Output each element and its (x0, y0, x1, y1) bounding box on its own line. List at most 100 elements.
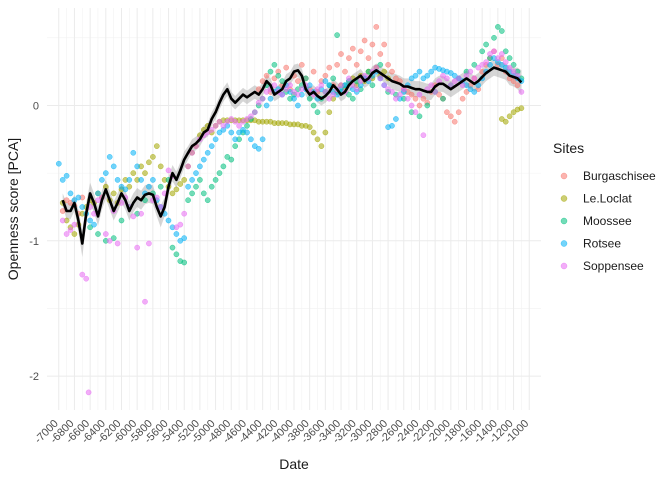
data-point (122, 186, 129, 193)
data-point (389, 89, 395, 95)
data-point (287, 82, 293, 89)
data-point (110, 235, 117, 241)
data-point (310, 102, 317, 109)
data-point (322, 78, 329, 84)
data-point (459, 95, 466, 102)
data-point (416, 102, 423, 109)
data-point (216, 129, 223, 136)
data-point (177, 221, 184, 228)
data-point (240, 126, 246, 133)
data-point (346, 75, 352, 82)
data-point (197, 163, 203, 170)
legend-label: Le.Loclat (583, 192, 632, 206)
data-point (169, 190, 176, 197)
data-point (118, 183, 125, 190)
trend-line-group (61, 66, 523, 245)
legend-swatch (560, 195, 568, 202)
data-point (236, 122, 242, 129)
data-point (295, 78, 301, 84)
data-point (455, 75, 462, 82)
y-tick-label: 0 (33, 100, 39, 112)
data-point (232, 118, 239, 125)
data-point (306, 124, 313, 130)
data-point (146, 183, 152, 190)
legend-swatch (560, 217, 568, 225)
data-point (283, 64, 290, 71)
data-point (271, 61, 278, 68)
data-point (165, 167, 172, 174)
data-point (146, 240, 152, 247)
data-point (393, 95, 399, 102)
data-point (314, 109, 321, 116)
data-point (204, 149, 211, 156)
data-point (130, 213, 137, 220)
data-point (404, 95, 411, 102)
data-point (298, 61, 305, 68)
data-point (346, 91, 352, 98)
data-point (447, 70, 454, 76)
data-point (244, 129, 250, 136)
data-point (467, 68, 474, 75)
data-point (142, 170, 148, 176)
data-point (126, 177, 133, 183)
data-point (295, 91, 301, 98)
data-point (181, 235, 188, 241)
data-point (181, 259, 188, 266)
data-point (138, 210, 144, 217)
data-point (200, 190, 207, 197)
legend-item: Soppensee (560, 259, 644, 273)
data-point (298, 86, 305, 93)
data-point (173, 186, 180, 193)
y-axis-title: Openness score [PCA] (5, 138, 21, 280)
data-point (471, 89, 478, 95)
data-point (83, 275, 90, 282)
data-point (491, 48, 497, 55)
data-point (314, 136, 321, 143)
data-point (204, 197, 211, 204)
data-point (106, 154, 113, 160)
data-point (200, 156, 207, 163)
data-point (275, 72, 282, 79)
data-point (412, 72, 419, 79)
data-point (189, 190, 195, 197)
data-point (110, 163, 117, 170)
legend-swatch (560, 240, 568, 247)
data-point (349, 45, 356, 52)
legend: Sites Burgaschisee Le.Loclat Moossee Rotsee… (553, 140, 656, 273)
data-point (251, 143, 258, 149)
data-point (59, 208, 66, 214)
data-point (338, 51, 344, 57)
data-point (134, 163, 141, 170)
data-point (177, 237, 184, 244)
data-point (342, 68, 348, 75)
data-point (385, 61, 391, 68)
data-point (259, 95, 266, 102)
data-point (518, 105, 525, 112)
data-point (412, 95, 419, 102)
series-rotsee (55, 55, 525, 244)
data-point (412, 109, 419, 116)
data-point (142, 298, 148, 305)
data-point (228, 156, 235, 163)
data-point (330, 75, 337, 82)
data-point (326, 109, 333, 116)
data-point (181, 177, 188, 183)
data-point (255, 99, 262, 106)
data-point (99, 177, 105, 183)
data-point (510, 109, 517, 116)
data-point (326, 64, 333, 71)
data-point (291, 89, 297, 95)
data-point (310, 129, 317, 136)
data-point (150, 154, 156, 160)
data-point (271, 75, 278, 82)
data-point (393, 116, 399, 122)
data-point (212, 177, 219, 183)
y-tick-label: -2 (29, 371, 39, 383)
data-point (377, 75, 384, 82)
data-point (306, 95, 313, 102)
data-point (420, 95, 427, 102)
data-point (259, 136, 266, 143)
data-point (428, 68, 435, 75)
data-point (130, 170, 137, 176)
legend-label: Rotsee (583, 237, 621, 251)
